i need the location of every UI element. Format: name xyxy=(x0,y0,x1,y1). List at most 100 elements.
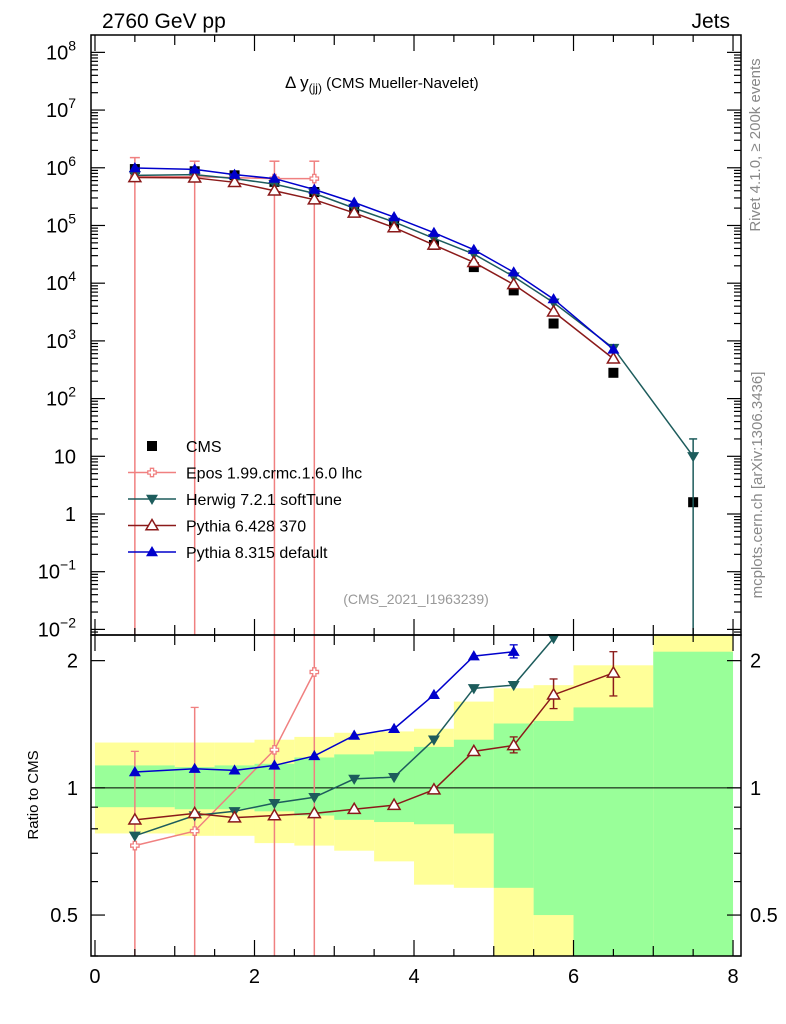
legend-label: Pythia 6.428 370 xyxy=(186,519,306,536)
ratio-data-point xyxy=(308,749,321,761)
ratio-data-point xyxy=(348,774,361,785)
main-panel xyxy=(127,156,700,635)
y-tick-label: 107 xyxy=(46,95,76,122)
ratio-data-point xyxy=(507,680,520,692)
main-data-point xyxy=(548,318,559,329)
ratio-data-point xyxy=(606,665,621,678)
ratio-data-point xyxy=(128,831,141,842)
legend-marker xyxy=(146,546,158,557)
main-series-line xyxy=(134,176,614,360)
ratio-data-point xyxy=(506,737,522,751)
ratio-data-point xyxy=(386,797,402,811)
main-data-point xyxy=(506,276,522,290)
ratio-y-tick-label-left: 2 xyxy=(67,651,78,673)
y-tick-label: 104 xyxy=(46,268,76,295)
ratio-data-point xyxy=(467,684,480,695)
ratio-y-tick-label-right: 1 xyxy=(750,778,761,800)
main-data-point xyxy=(687,452,700,463)
ratio-data-point xyxy=(426,782,442,795)
ratio-data-point xyxy=(128,766,141,777)
x-tick-label: 4 xyxy=(408,966,419,988)
green-band-bin xyxy=(653,651,734,956)
ratio-data-point xyxy=(308,793,321,804)
main-series-line xyxy=(134,173,694,457)
y-tick-label: 10 xyxy=(54,446,76,468)
ratio-series-line xyxy=(134,650,514,773)
main-data-point xyxy=(607,343,620,354)
ratio-data-point xyxy=(227,810,242,823)
ratio-data-point xyxy=(546,687,561,700)
ratio-data-point xyxy=(269,745,280,755)
panel-frames xyxy=(90,34,742,957)
main-data-point xyxy=(128,162,141,173)
ratio-data-point xyxy=(187,805,202,819)
main-data-point xyxy=(466,254,482,268)
x-tick-label: 6 xyxy=(568,966,579,988)
x-tick-label: 0 xyxy=(89,966,100,988)
mcplots-label: mcplots.cern.ch [arXiv:1306.3436] xyxy=(749,372,766,599)
main-series-line xyxy=(134,167,614,351)
y-tick-label: 10−1 xyxy=(38,557,76,584)
ratio-data-point xyxy=(228,764,241,775)
main-data-point xyxy=(348,196,361,207)
legend-marker xyxy=(147,467,157,478)
ratio-series-line xyxy=(134,672,614,821)
ratio-y-tick-label-left: 1 xyxy=(67,778,78,800)
legend-label: Epos 1.99.crmc.1.6.0 lhc xyxy=(186,466,362,483)
ratio-series-line xyxy=(134,671,315,847)
main-data-point xyxy=(188,163,201,174)
ratio-data-point xyxy=(268,759,281,770)
y-tick-label: 102 xyxy=(46,384,76,411)
ratio-data-point xyxy=(346,801,362,815)
plot-title: Δ y(jj) (CMS Mueller-Navelet) xyxy=(285,73,479,95)
main-data-point xyxy=(308,183,321,194)
main-data-point xyxy=(187,170,202,183)
main-data-point xyxy=(426,237,442,250)
main-data-point xyxy=(268,172,281,183)
ratio-frame xyxy=(90,634,742,957)
ratio-data-point xyxy=(188,762,201,773)
main-data-point xyxy=(507,266,520,277)
x-tick-label: 8 xyxy=(727,966,738,988)
x-tick-label: 2 xyxy=(249,966,260,988)
ratio-y-tick-label-left: 0.5 xyxy=(50,905,78,927)
ratio-data-point xyxy=(427,735,440,746)
main-data-point xyxy=(346,205,362,218)
y-tick-label: 1 xyxy=(65,504,76,526)
y-tick-label: 10−2 xyxy=(38,614,76,641)
legend-marker xyxy=(147,441,157,451)
title-sub: (jj) xyxy=(309,81,322,95)
main-data-point xyxy=(127,169,143,183)
title-suffix: (CMS Mueller-Navelet) xyxy=(322,75,479,92)
ratio-data-point xyxy=(309,667,320,677)
legend-label: Herwig 7.2.1 softTune xyxy=(186,492,342,509)
ratio-data-point xyxy=(268,798,281,810)
title-main: Δ y xyxy=(285,73,309,92)
y-tick-label: 105 xyxy=(46,210,76,237)
main-data-point xyxy=(547,293,560,304)
legend-marker xyxy=(144,518,160,531)
ratio-data-point xyxy=(507,645,520,656)
ratio-data-point xyxy=(547,634,560,645)
ratio-ylabel: Ratio to CMS xyxy=(25,750,42,839)
green-band-bin xyxy=(533,720,574,916)
ratio-data-point xyxy=(388,772,401,784)
ratio-panel xyxy=(127,634,621,956)
ratio-data-point xyxy=(388,722,401,733)
ratio-data-point xyxy=(127,812,143,825)
main-data-point xyxy=(508,285,519,296)
ratio-uncertainty-bands xyxy=(91,635,741,956)
legend-marker xyxy=(146,494,158,505)
ratio-data-point xyxy=(427,688,440,700)
legend: CMS Epos 1.99.crmc.1.6.0 lhc Herwig 7.2.1 … xyxy=(128,439,362,562)
main-data-point xyxy=(467,243,480,254)
green-band-bin xyxy=(573,707,654,956)
legend-label: CMS xyxy=(186,439,222,456)
main-data-point xyxy=(228,168,241,179)
main-data-point xyxy=(427,226,440,237)
ratio-data-point xyxy=(130,840,140,851)
ratio-data-point xyxy=(189,826,200,836)
green-band-bin xyxy=(374,751,415,823)
